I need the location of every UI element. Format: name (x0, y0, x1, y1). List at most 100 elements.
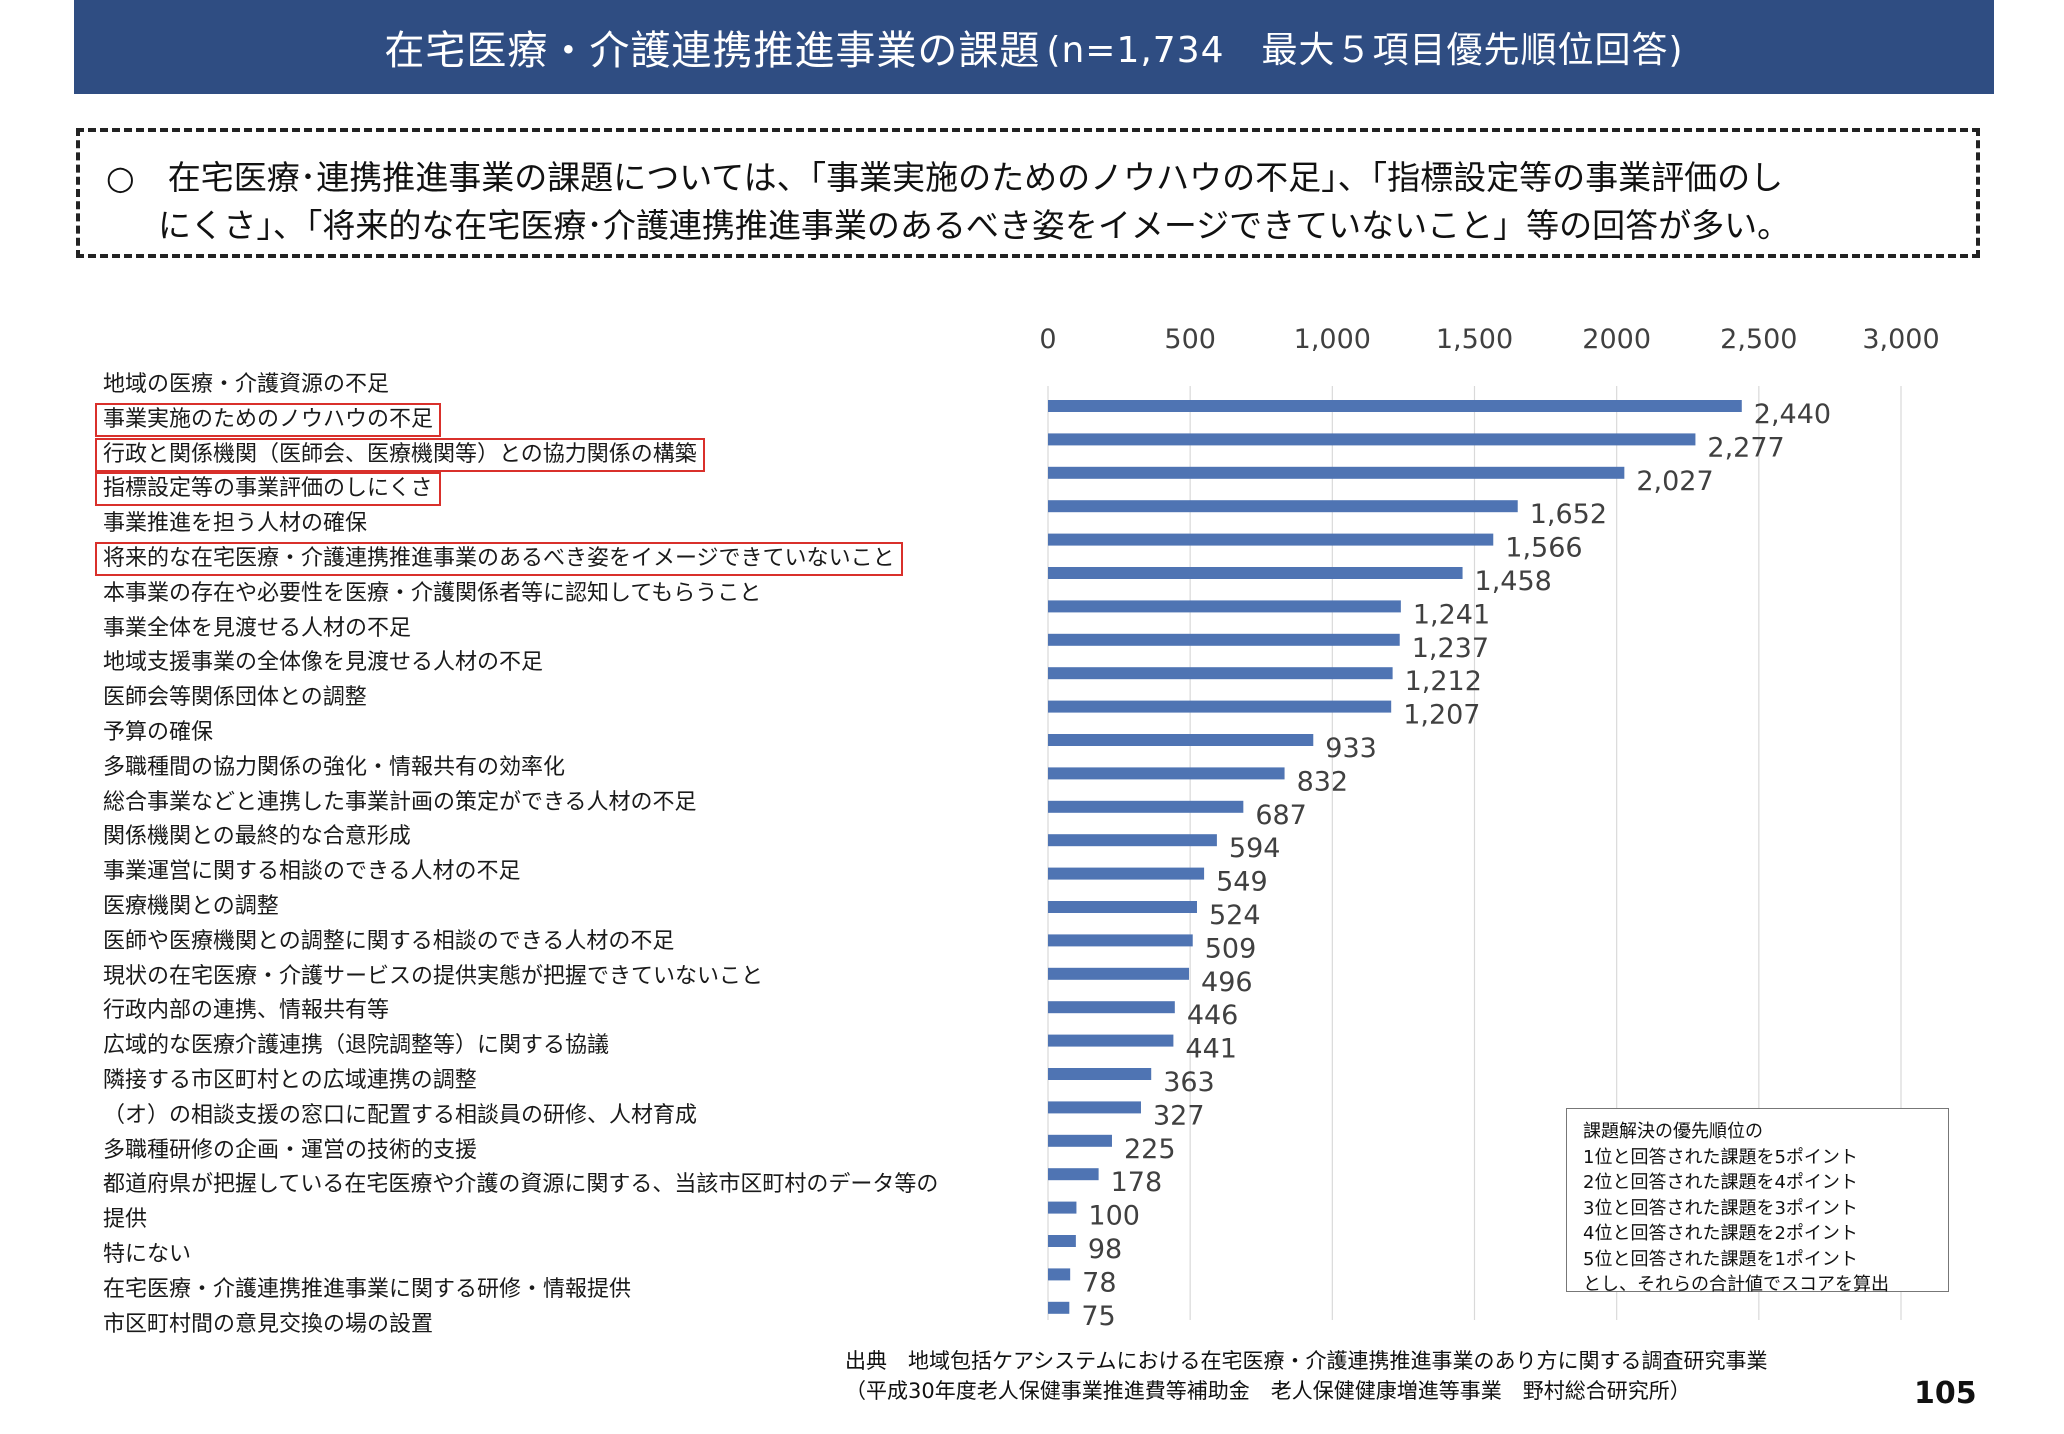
scoring-note-line: 課題解決の優先順位の (1583, 1121, 1763, 1142)
bar (1048, 533, 1494, 546)
bar (1048, 734, 1314, 746)
category-label: 本事業の存在や必要性を医療・介護関係者等に認知してもらうこと (103, 580, 762, 606)
page-number: 105 (1914, 1376, 1977, 1411)
x-tick-label: 0 (1039, 324, 1056, 355)
page-title: 在宅医療・介護連携推進事業の課題 (384, 28, 1041, 74)
bar-value-label: 78 (1082, 1267, 1116, 1298)
x-tick-label: 2000 (1582, 324, 1651, 355)
category-label: 地域の医療・介護資源の不足 (103, 372, 390, 397)
bar-value-label: 1,237 (1412, 633, 1489, 664)
category-label: 市区町村間の意見交換の場の設置 (103, 1311, 434, 1337)
chart-svg: 0 500 1,000 1,500 2000 2,500 3,000 2,4402,2772,… (1039, 324, 1939, 1332)
bar-value-label: 225 (1124, 1134, 1176, 1165)
category-label: 現状の在宅医療・介護サービスの提供実態が把握できていないこと (103, 963, 764, 989)
bar (1048, 700, 1392, 713)
category-label: 医師や医療機関との調整に関する相談のできる人材の不足 (103, 928, 675, 954)
category-label: 提供 (103, 1207, 148, 1233)
bar-value-label: 100 (1088, 1201, 1140, 1232)
category-label: 在宅医療・介護連携推進事業に関する研修・情報提供 (103, 1276, 632, 1302)
category-label: 事業全体を見渡せる人材の不足 (103, 615, 412, 641)
summary-line-2: にくさ」、「将来的な在宅医療･介護連携推進事業のあるべき姿をイメージできていない… (158, 206, 1791, 245)
scoring-note-line: 4位と回答された課題を2ポイント (1583, 1223, 1858, 1244)
bar-value-label: 2,440 (1754, 399, 1831, 430)
bar (1048, 934, 1193, 947)
bar (1048, 466, 1625, 479)
x-tick-label: 1,500 (1436, 324, 1513, 355)
bar-value-label: 549 (1216, 867, 1268, 898)
bar (1048, 667, 1393, 680)
category-label: 隣接する市区町村との広域連携の調整 (103, 1068, 477, 1093)
scoring-note-line: 5位と回答された課題を1ポイント (1583, 1248, 1858, 1270)
bar (1048, 1101, 1141, 1114)
bar-value-label: 1,207 (1403, 700, 1480, 731)
highlight-box (95, 402, 442, 437)
highlight-box (95, 437, 705, 472)
bar-value-label: 1,212 (1405, 666, 1482, 697)
bar (1048, 834, 1217, 847)
bar-value-label: 524 (1209, 900, 1261, 931)
bar-value-label: 509 (1205, 933, 1257, 964)
category-label: 多職種間の協力関係の強化・情報共有の効率化 (103, 754, 566, 780)
bar (1048, 1235, 1076, 1247)
scoring-note-line: 2位と回答された課題を4ポイント (1583, 1172, 1858, 1193)
source-line-1: 出典 地域包括ケアシステムにおける在宅医療・介護連携推進事業のあり方に関する調査… (845, 1349, 1768, 1373)
bar-value-label: 327 (1153, 1100, 1205, 1131)
source-citation: 出典 地域包括ケアシステムにおける在宅医療・介護連携推進事業のあり方に関する調査… (845, 1346, 1768, 1406)
bar (1048, 500, 1518, 513)
bar (1048, 901, 1197, 913)
bar-value-label: 2,277 (1707, 432, 1784, 463)
bar-value-label: 2,027 (1636, 466, 1713, 497)
category-label: 指標設定等の事業評価のしにくさ (103, 476, 433, 502)
bar-value-label: 441 (1185, 1034, 1237, 1065)
bar-value-label: 98 (1088, 1234, 1122, 1265)
bar (1048, 767, 1285, 780)
bar (1048, 1168, 1099, 1181)
bar-value-label: 687 (1255, 800, 1307, 831)
category-label: 行政内部の連携、情報共有等 (103, 998, 390, 1024)
category-label: 都道府県が把握している在宅医療や介護の資源に関する、当該市区町村のデータ等の (103, 1172, 939, 1198)
bar-value-label: 832 (1297, 766, 1349, 797)
highlight-box (95, 542, 903, 576)
source-line-2: （平成30年度老人保健事業推進費等補助金 老人保健健康増進等事業 野村総合研究所… (845, 1379, 1691, 1403)
category-label: 将来的な在宅医療・介護連携推進事業のあるべき姿をイメージできていないこと (103, 546, 895, 571)
bar-value-label: 933 (1325, 733, 1377, 764)
category-label: 事業運営に関する相談のできる人材の不足 (103, 859, 521, 885)
category-label: 医療機関との調整 (103, 894, 279, 919)
highlight-box (95, 472, 441, 507)
bar (1048, 867, 1205, 880)
bar (1048, 967, 1190, 980)
category-label: 行政と関係機関（医師会、医療機関等）との協力関係の構築 (103, 441, 697, 467)
bar-value-label: 363 (1163, 1067, 1215, 1098)
bar (1048, 1268, 1071, 1281)
category-label: 総合事業などと連携した事業計画の策定ができる人材の不足 (103, 789, 697, 815)
category-label: 予算の確保 (103, 720, 214, 745)
scoring-note-line: とし、それらの合計値でスコアを算出 (1583, 1274, 1889, 1295)
bar (1048, 800, 1244, 813)
x-tick-label: 3,000 (1862, 324, 1939, 355)
scoring-note-line: 1位と回答された課題を5ポイント (1583, 1146, 1858, 1168)
bar (1048, 1001, 1175, 1014)
bar-value-label: 1,652 (1530, 499, 1607, 530)
title-bar: 在宅医療・介護連携推進事業の課題 (n=1,734 最大５項目優先順位回答) (74, 0, 1994, 94)
category-label: （オ）の相談支援の窓口に配置する相談員の研修、人材育成 (103, 1102, 698, 1128)
page-subtitle: (n=1,734 最大５項目優先順位回答) (1046, 30, 1684, 71)
bar-value-label: 75 (1081, 1301, 1115, 1332)
bar-value-label: 594 (1229, 833, 1281, 864)
category-label: 事業推進を担う人材の確保 (103, 511, 368, 537)
bar-value-label: 446 (1187, 1000, 1239, 1031)
bar (1048, 1068, 1152, 1080)
bar (1048, 633, 1400, 646)
bar (1048, 400, 1742, 412)
scoring-note: 課題解決の優先順位の 1位と回答された課題を5ポイント 2位と回答された課題を4… (1566, 1108, 1949, 1295)
bar (1048, 567, 1463, 579)
bar-chart: 0 500 1,000 1,500 2000 2,500 3,000 2,440 2,277 2,… (0, 300, 2064, 1360)
category-label: 医師会等関係団体との調整 (103, 685, 367, 711)
bar-value-label: 496 (1201, 967, 1253, 998)
scoring-note-line: 3位と回答された課題を3ポイント (1583, 1197, 1858, 1219)
category-label: 地域支援事業の全体像を見渡せる人材の不足 (103, 650, 544, 676)
category-label: 関係機関との最終的な合意形成 (103, 824, 411, 850)
category-label: 事業実施のためのノウハウの不足 (103, 406, 434, 432)
x-tick-label: 1,000 (1294, 324, 1371, 355)
bar-value-label: 1,458 (1475, 566, 1552, 597)
bar (1048, 600, 1401, 613)
